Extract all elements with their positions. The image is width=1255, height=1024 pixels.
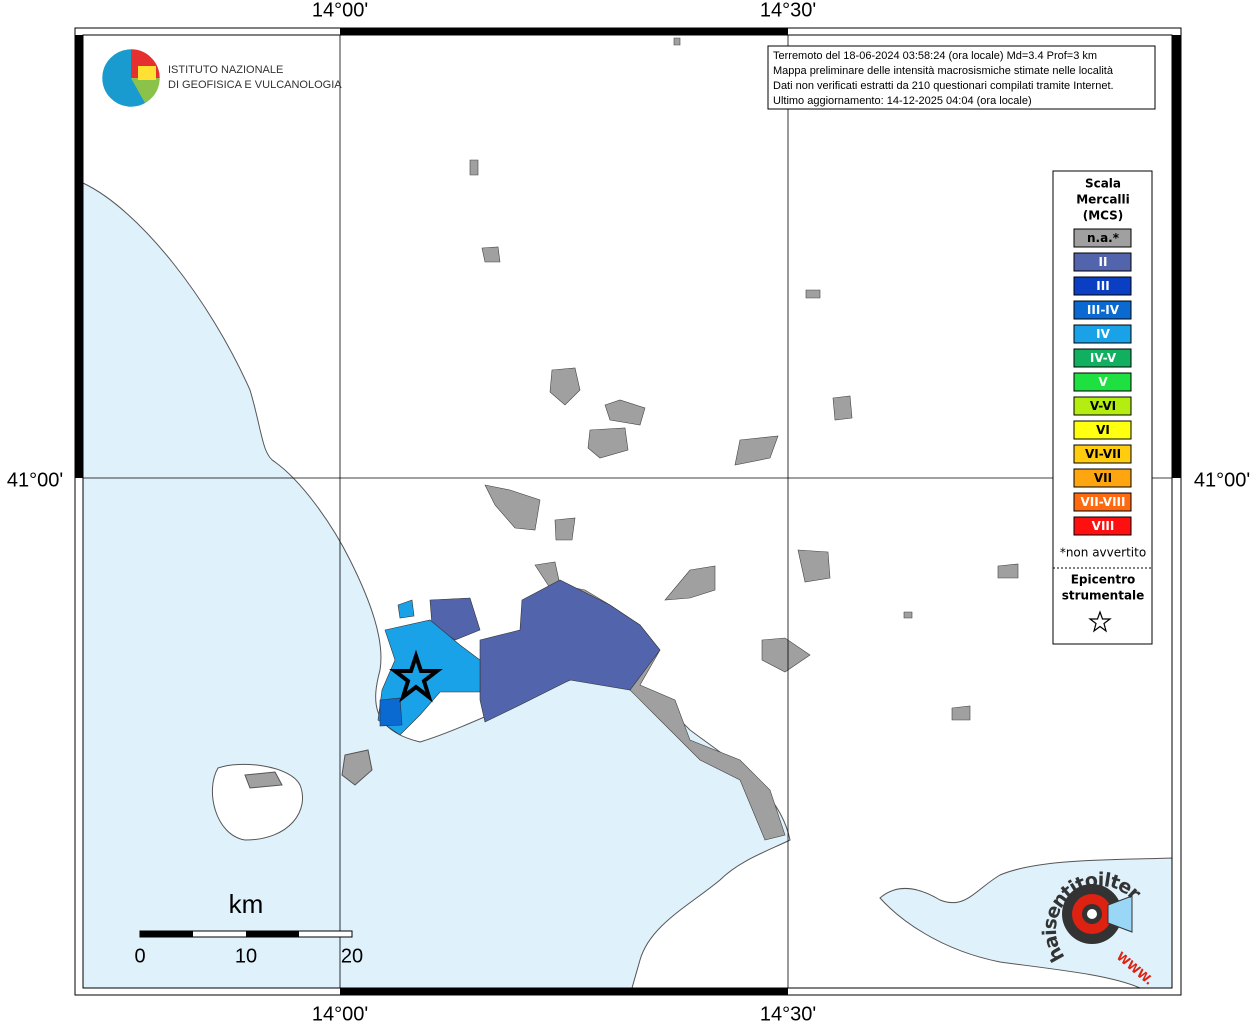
legend-label: n.a.* — [1087, 231, 1120, 245]
legend-label: II — [1099, 255, 1108, 269]
lon-label: 14°00' — [312, 1003, 368, 1024]
intensity-areas — [377, 579, 661, 736]
legend-swatch — [1073, 300, 1132, 320]
logo-text: DI GEOFISICA E VULCANOLOGIA — [168, 79, 342, 91]
legend-label: III — [1096, 279, 1109, 293]
legend-swatch — [1073, 276, 1132, 296]
legend-swatch — [1073, 228, 1132, 248]
scale-tick-label: 10 — [235, 945, 257, 967]
info-line: Mappa preliminare delle intensità macros… — [773, 65, 1114, 77]
legend-swatch — [1073, 396, 1132, 416]
legend-swatch — [1073, 324, 1132, 344]
legend-title: Mercalli — [1076, 193, 1130, 207]
lon-label: 14°00' — [312, 0, 368, 21]
logo: ISTITUTO NAZIONALE DI GEOFISICA E VULCAN… — [101, 48, 342, 108]
legend-title: Scala — [1085, 177, 1121, 191]
legend-swatch — [1073, 516, 1132, 536]
legend-swatch — [1073, 468, 1132, 488]
grid — [83, 35, 1172, 988]
legend-swatch — [1073, 492, 1132, 512]
frame-bars — [75, 28, 1181, 995]
legend-label: III-IV — [1087, 303, 1120, 317]
scale-bar: km — [139, 889, 353, 938]
legend-title: (MCS) — [1083, 209, 1124, 223]
scale-tick-label: 20 — [341, 945, 363, 967]
legend-swatch — [1073, 252, 1132, 272]
legend-label: V-VI — [1090, 399, 1116, 413]
legend-label: VI — [1096, 423, 1110, 437]
legend-label: IV — [1096, 327, 1110, 341]
epicentre-star — [389, 649, 443, 703]
lat-label: 41°00' — [7, 469, 63, 491]
lon-label: 14°30' — [760, 1003, 816, 1024]
legend-epicentre: Epicentro — [1071, 573, 1136, 587]
legend-label: IV-V — [1090, 351, 1117, 365]
scale-unit: km — [229, 889, 264, 919]
logo-text: ISTITUTO NAZIONALE — [168, 64, 283, 76]
legend-label: VIII — [1092, 519, 1115, 533]
info-line: Ultimo aggiornamento: 14-12-2025 04:04 (… — [773, 95, 1032, 107]
legend-swatch — [1073, 372, 1132, 392]
lon-label: 14°30' — [760, 0, 816, 21]
legend-swatch — [1073, 420, 1132, 440]
legend-label: V — [1098, 375, 1108, 389]
island — [244, 771, 283, 789]
island — [341, 749, 373, 786]
legend-epicentre: strumentale — [1062, 589, 1145, 603]
lat-label: 41°00' — [1194, 469, 1250, 491]
info-line: Terremoto del 18-06-2024 03:58:24 (ora l… — [773, 50, 1097, 62]
legend-star — [1088, 610, 1112, 633]
scale-tick-label: 0 — [134, 945, 145, 967]
legend-swatch — [1073, 444, 1132, 464]
legend-note: *non avvertito — [1060, 546, 1146, 560]
legend-label: VII-VIII — [1080, 495, 1125, 509]
info-box — [767, 45, 1156, 110]
legend-label: VII — [1094, 471, 1112, 485]
info-line: Dati non verificati estratti da 210 ques… — [773, 80, 1114, 92]
legend-swatch — [1073, 348, 1132, 368]
legend-label: VI-VII — [1085, 447, 1121, 461]
